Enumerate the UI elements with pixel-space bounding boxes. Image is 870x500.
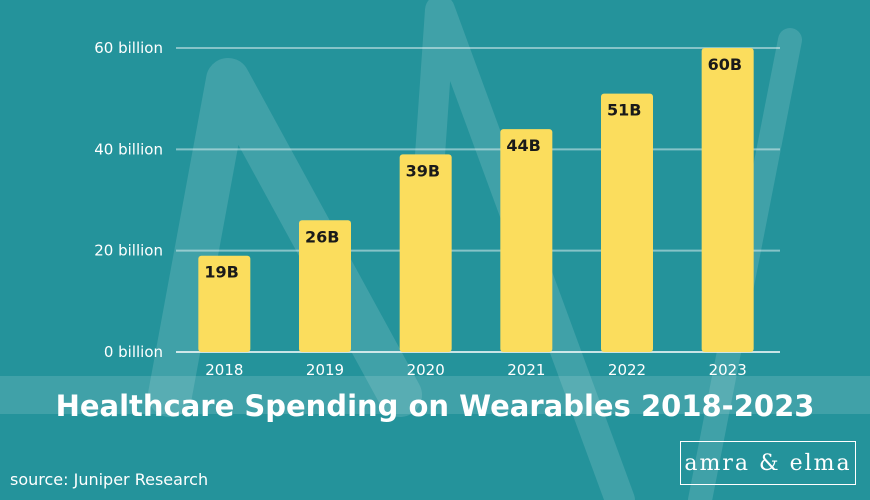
bar xyxy=(299,220,351,352)
bar-value-label: 51B xyxy=(607,101,641,120)
bar-value-label: 44B xyxy=(506,136,540,155)
y-tick-label: 20 billion xyxy=(94,242,163,260)
x-tick-label: 2023 xyxy=(709,361,747,379)
y-tick-label: 0 billion xyxy=(104,343,163,361)
source-note: source: Juniper Research xyxy=(10,470,209,489)
bar xyxy=(399,154,452,352)
gridlines xyxy=(176,47,780,353)
bar-value-label: 39B xyxy=(406,161,440,180)
bar xyxy=(701,48,754,352)
bars xyxy=(198,48,754,352)
bar xyxy=(198,255,251,352)
bar-value-label: 19B xyxy=(204,263,238,282)
y-tick-label: 40 billion xyxy=(94,140,163,158)
brand-logo-text: amra & elma xyxy=(684,450,852,476)
bar-data-labels: 19B 26B 39B 44B 51B 60B xyxy=(204,55,742,282)
brand-logo: amra & elma xyxy=(680,441,856,485)
x-tick-label: 2021 xyxy=(507,361,545,379)
x-tick-label: 2019 xyxy=(306,361,344,379)
bar xyxy=(601,93,653,352)
y-axis-tick-labels: 0 billion 20 billion 40 billion 60 billion xyxy=(94,39,163,361)
x-tick-label: 2022 xyxy=(608,361,646,379)
y-tick-label: 60 billion xyxy=(94,39,163,57)
x-tick-label: 2018 xyxy=(205,361,243,379)
x-tick-label: 2020 xyxy=(407,361,445,379)
bar xyxy=(500,129,553,352)
bar-value-label: 26B xyxy=(305,227,339,246)
chart-title: Healthcare Spending on Wearables 2018-20… xyxy=(55,389,815,423)
bar-value-label: 60B xyxy=(708,55,742,74)
x-axis-tick-labels: 2018 2019 2020 2021 2022 2023 xyxy=(205,361,747,379)
